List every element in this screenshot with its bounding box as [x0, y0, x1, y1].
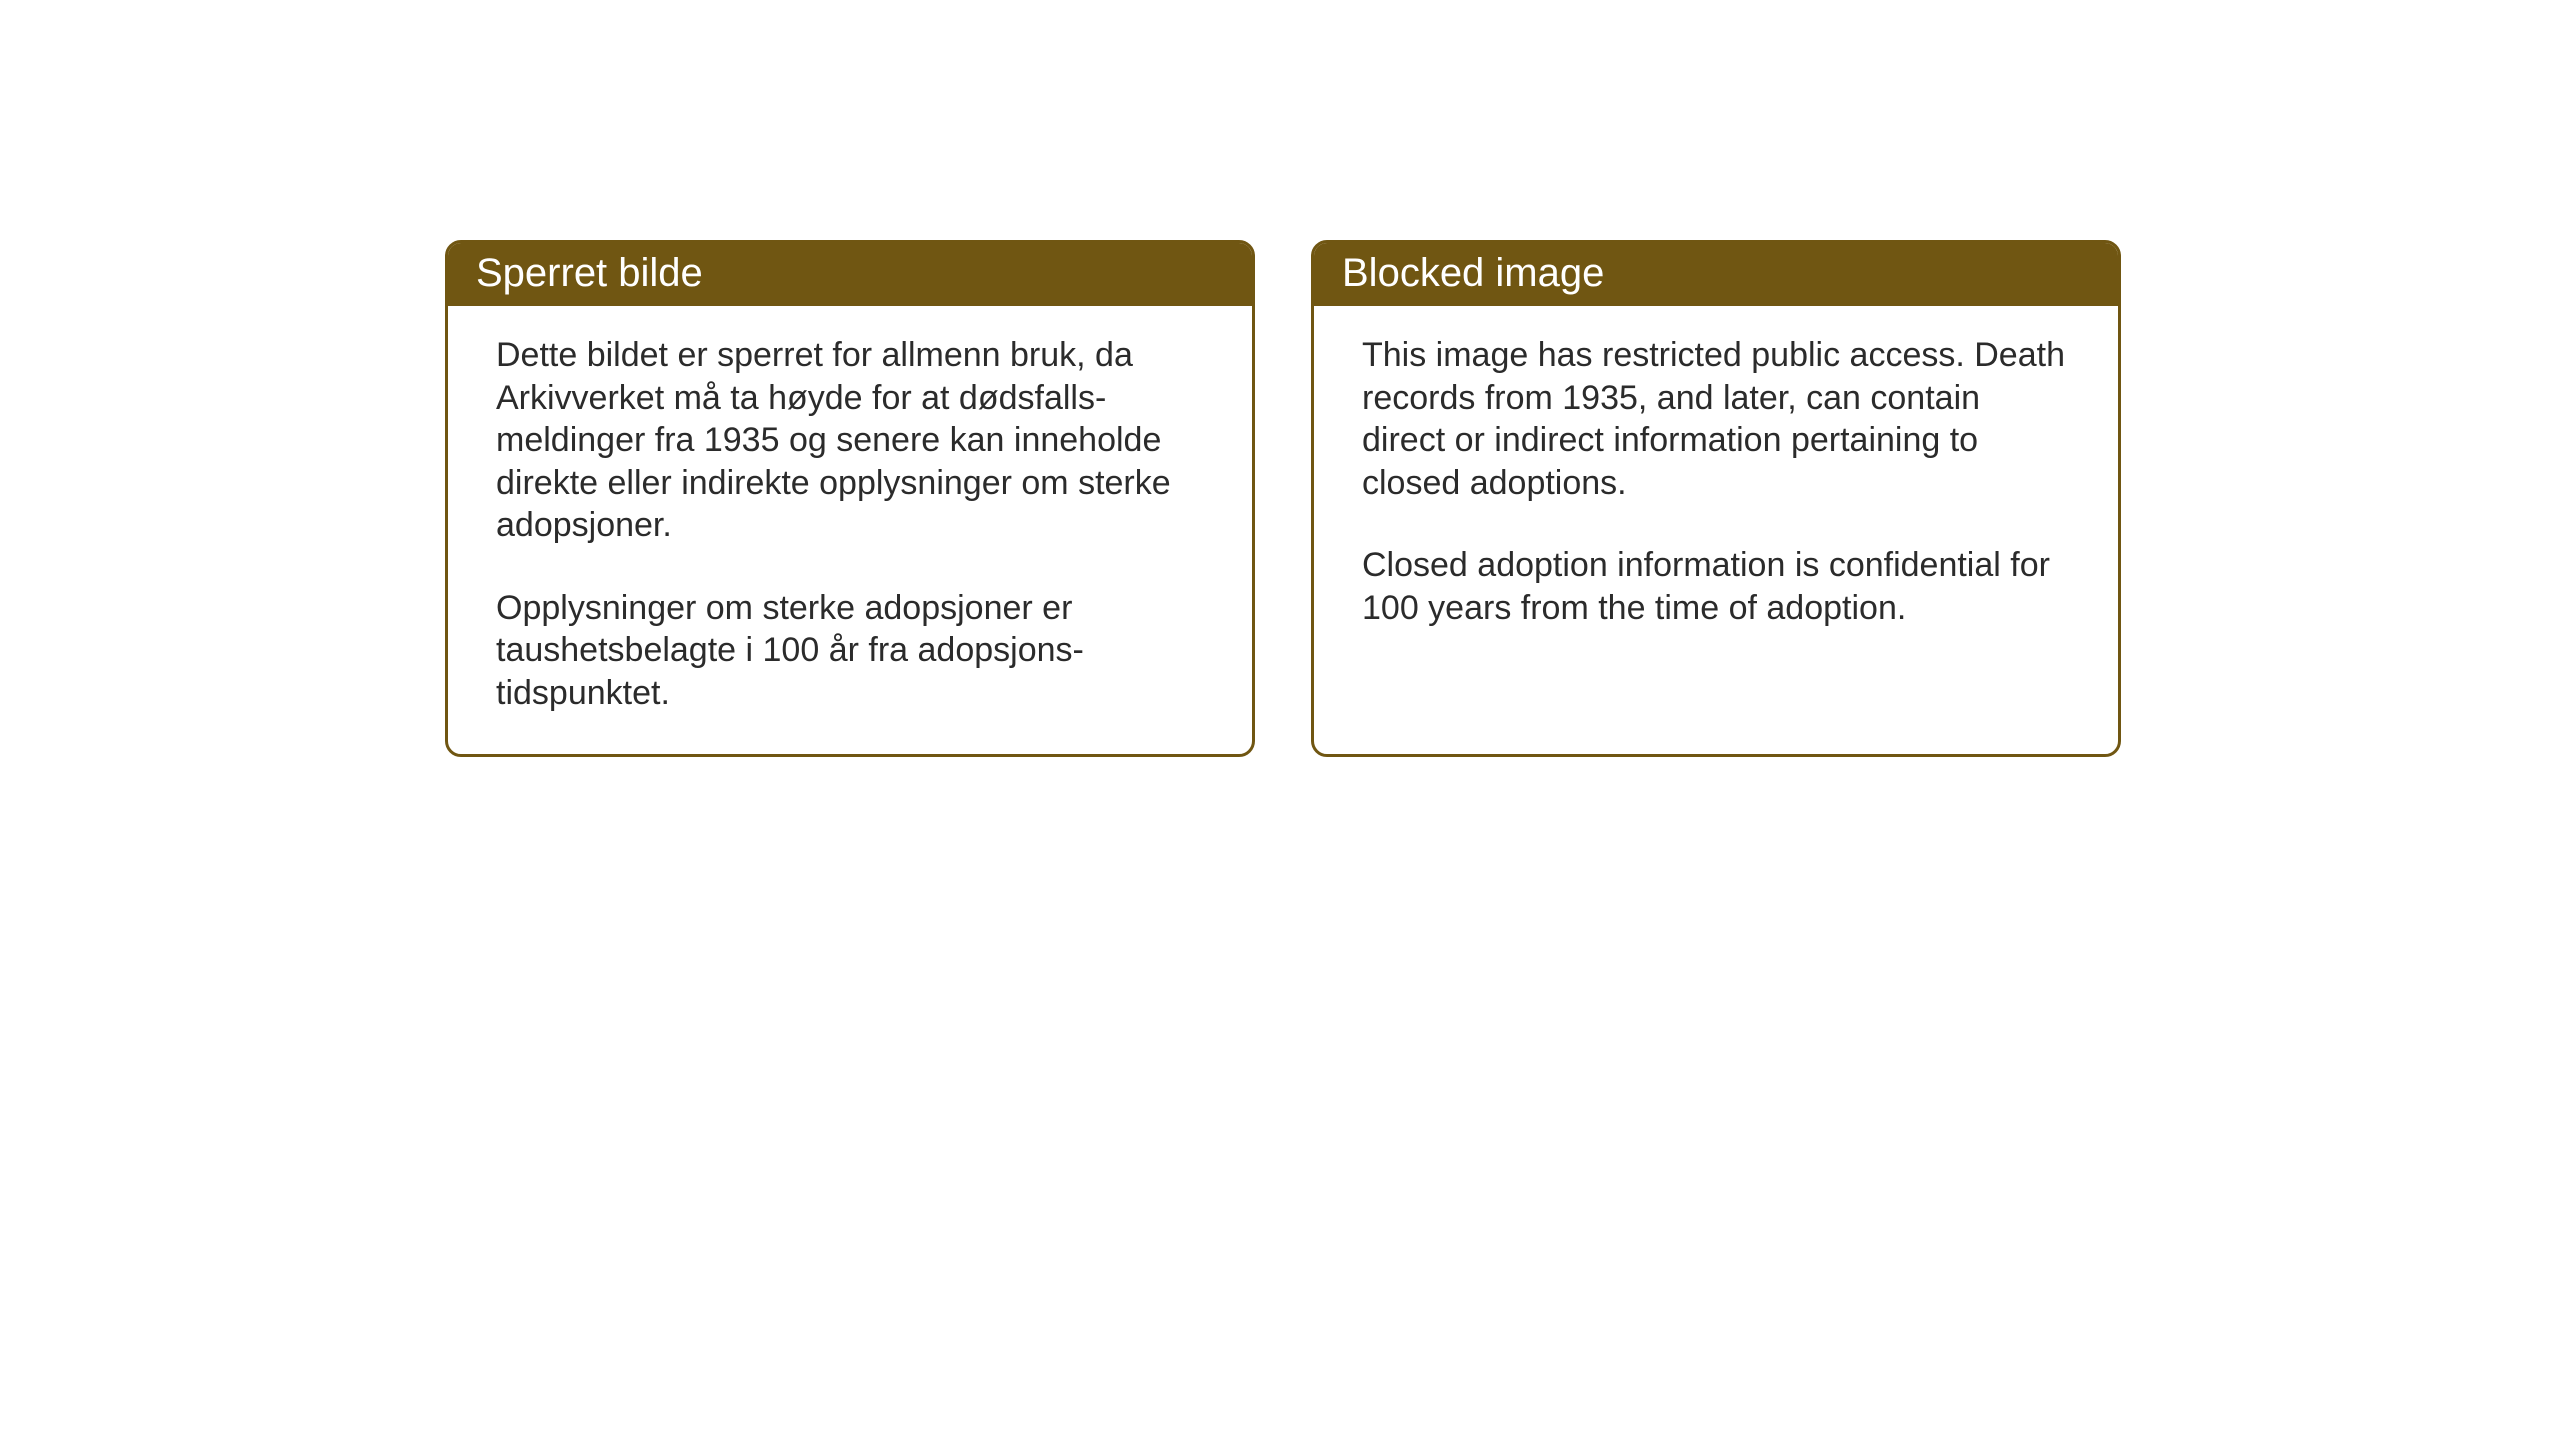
notice-header-english: Blocked image	[1314, 243, 2118, 306]
notice-paragraph-2-english: Closed adoption information is confident…	[1362, 544, 2070, 629]
notice-paragraph-1-norwegian: Dette bildet er sperret for allmenn bruk…	[496, 334, 1204, 547]
notice-body-norwegian: Dette bildet er sperret for allmenn bruk…	[448, 306, 1252, 754]
notice-body-english: This image has restricted public access.…	[1314, 306, 2118, 742]
notice-card-norwegian: Sperret bilde Dette bildet er sperret fo…	[445, 240, 1255, 757]
notice-card-english: Blocked image This image has restricted …	[1311, 240, 2121, 757]
notice-header-norwegian: Sperret bilde	[448, 243, 1252, 306]
notice-paragraph-2-norwegian: Opplysninger om sterke adopsjoner er tau…	[496, 587, 1204, 715]
notice-paragraph-1-english: This image has restricted public access.…	[1362, 334, 2070, 504]
notice-cards-container: Sperret bilde Dette bildet er sperret fo…	[445, 240, 2121, 757]
